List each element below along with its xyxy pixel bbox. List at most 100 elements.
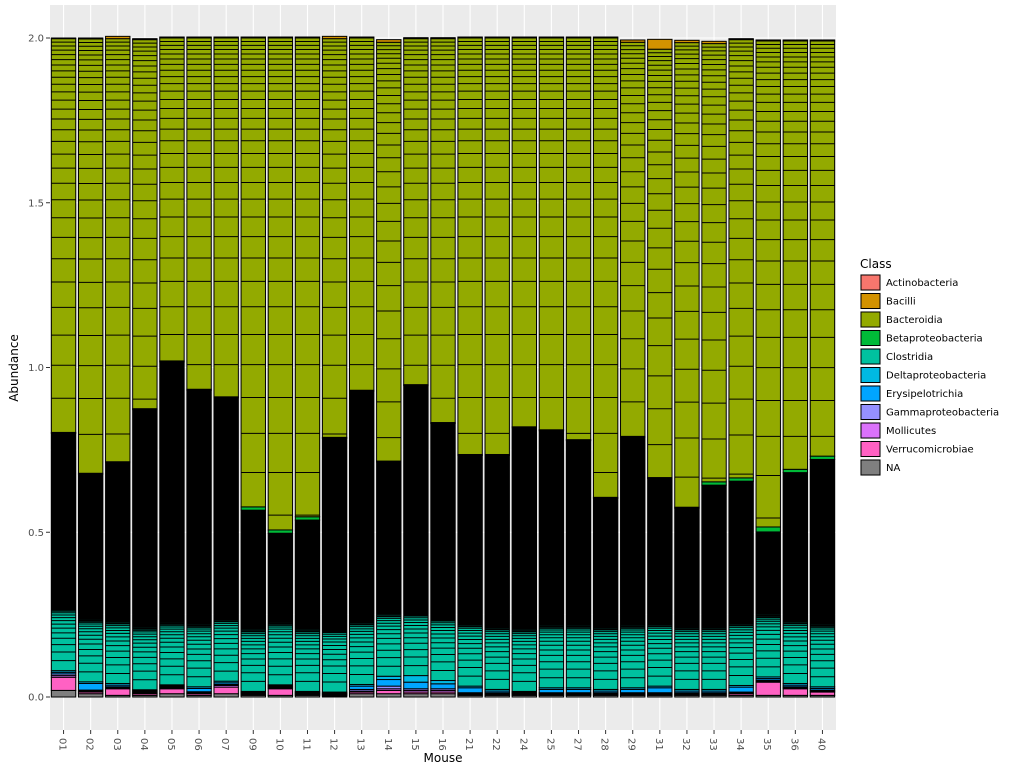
segment-fill xyxy=(186,693,212,696)
otu-outlines xyxy=(105,41,130,435)
otu-outlines xyxy=(186,41,212,366)
dense-otu-fade xyxy=(457,575,483,577)
segment-fill xyxy=(566,695,591,697)
dense-otu-fade xyxy=(186,516,212,518)
bar-25 xyxy=(538,36,565,698)
segment-fill xyxy=(539,689,564,693)
dense-otu-fade xyxy=(295,623,320,625)
dense-otu-fade xyxy=(403,505,429,507)
dense-otu-fade xyxy=(159,503,185,506)
segment-fill xyxy=(403,675,429,683)
dense-otu-fade xyxy=(457,543,483,545)
dense-otu-fade xyxy=(268,606,293,609)
dense-otu-fade xyxy=(430,529,456,531)
dense-otu-fade xyxy=(457,577,483,579)
dense-otu-fade xyxy=(430,553,456,555)
segment-fill xyxy=(213,682,239,685)
dense-otu-fade xyxy=(457,547,483,549)
segment-fill xyxy=(78,692,103,694)
dense-otu-fade xyxy=(485,568,510,570)
segment-fill xyxy=(105,36,130,39)
segment-fill xyxy=(430,688,456,691)
bar-segment-bacteroidia xyxy=(484,37,510,455)
dense-otu-fade xyxy=(376,557,401,559)
segment-fill xyxy=(213,687,239,694)
dense-otu-fade xyxy=(159,497,185,500)
bar-segment-bacteroidia xyxy=(538,37,565,431)
dense-otu-fade xyxy=(322,572,347,574)
otu-outlines xyxy=(430,41,456,399)
dense-otu-fade xyxy=(132,520,158,522)
dense-otu-fade xyxy=(349,515,374,517)
dense-otu-fade xyxy=(159,477,185,480)
bar-22 xyxy=(484,36,510,698)
otu-outlines xyxy=(51,41,76,399)
dense-otu-fade xyxy=(539,552,564,554)
dense-otu-fade xyxy=(512,539,537,542)
dense-otu-fade xyxy=(241,609,266,611)
segment-fill xyxy=(105,685,130,687)
dense-otu-fade xyxy=(132,542,158,544)
bar-segment-verrucomicrobiae xyxy=(50,676,77,691)
dense-otu-fade xyxy=(213,517,239,519)
bar-05 xyxy=(159,36,185,698)
dense-otu-fade xyxy=(322,570,347,572)
bar-segment-bacteroidia xyxy=(294,37,321,518)
dense-otu-fade xyxy=(295,611,320,613)
dense-otu-fade xyxy=(186,524,212,526)
otu-outlines xyxy=(268,41,293,516)
dense-otu-fade xyxy=(132,554,158,556)
bar-27 xyxy=(565,36,592,698)
dense-otu-fade xyxy=(213,521,239,523)
dense-otu-fade xyxy=(376,569,401,571)
dense-otu-fade xyxy=(78,573,103,575)
dense-otu-fade xyxy=(105,546,130,548)
bar-segment-bacilli xyxy=(348,36,375,39)
dense-otu-fade xyxy=(485,556,510,558)
dense-otu-fade xyxy=(268,590,293,593)
dense-otu-fade xyxy=(241,599,266,601)
dense-otu-fade xyxy=(430,523,456,525)
dense-otu-fade xyxy=(159,481,185,484)
bar-13 xyxy=(348,36,375,698)
dense-otu-fade xyxy=(376,547,401,549)
dense-otu-fade xyxy=(376,567,401,569)
dense-otu-fade xyxy=(78,581,103,583)
dense-otu-fade xyxy=(295,605,320,607)
dense-otu-fade xyxy=(51,535,76,537)
dense-otu-fade xyxy=(295,619,320,621)
segment-fill xyxy=(403,692,429,694)
dense-otu-fade xyxy=(78,587,103,589)
bar-segment-bacilli xyxy=(132,38,158,41)
bar-segment-verrucomicrobiae xyxy=(105,688,131,696)
segment-fill xyxy=(485,695,510,697)
dense-otu-fade xyxy=(132,524,158,526)
dense-otu-fade xyxy=(105,550,130,552)
dense-otu-fade xyxy=(51,555,76,557)
dense-otu-fade xyxy=(512,547,537,550)
dense-otu-fade xyxy=(51,529,76,531)
dense-otu-fade xyxy=(186,506,212,508)
dense-otu-fade xyxy=(430,555,456,557)
segment-border xyxy=(77,37,104,40)
dense-otu-fade xyxy=(376,573,401,575)
dense-otu-fade xyxy=(186,504,212,506)
dense-otu-fade xyxy=(213,509,239,511)
otu-outlines xyxy=(213,41,239,366)
dense-otu-fade xyxy=(132,544,158,546)
dense-otu-fade xyxy=(213,513,239,515)
dense-otu-fade xyxy=(132,530,158,532)
dense-otu-fade xyxy=(78,553,103,555)
dense-otu-fade xyxy=(295,589,320,591)
bar-segment-bacilli xyxy=(484,36,510,39)
bar-04 xyxy=(132,38,158,698)
bar-segment-na xyxy=(50,689,77,698)
dense-otu-fade xyxy=(186,534,212,536)
bar-segment-clostridia xyxy=(77,473,104,683)
bar-segment-bacilli xyxy=(105,35,131,40)
segment-fill xyxy=(349,689,374,692)
dense-otu-band xyxy=(295,520,320,586)
dense-otu-fade xyxy=(105,574,130,576)
dense-otu-fade xyxy=(132,548,158,550)
dense-otu-fade xyxy=(132,528,158,530)
